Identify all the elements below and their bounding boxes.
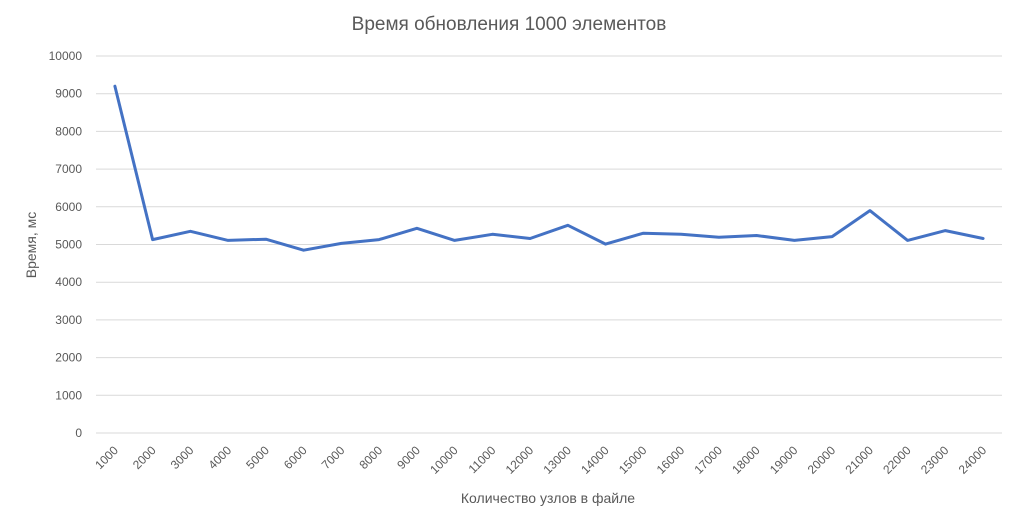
y-tick-label: 10000 [49, 49, 83, 63]
y-tick-label: 5000 [55, 238, 82, 252]
data-point [113, 85, 116, 88]
data-point [378, 238, 381, 241]
y-tick-label: 7000 [55, 162, 82, 176]
data-point [566, 224, 569, 227]
data-point [529, 237, 532, 240]
x-tick-label: 5000 [243, 443, 272, 472]
x-tick-label: 10000 [427, 443, 461, 477]
x-tick-label: 14000 [578, 443, 612, 477]
x-tick-label: 3000 [168, 443, 197, 472]
data-point [944, 229, 947, 232]
x-tick-label: 9000 [394, 443, 423, 472]
data-point [680, 233, 683, 236]
data-point [642, 232, 645, 235]
x-tick-label: 16000 [654, 443, 688, 477]
series-line [113, 84, 985, 252]
gridlines [96, 55, 1002, 434]
x-tick-label: 23000 [918, 443, 952, 477]
x-axis-title: Количество узлов в файле [461, 490, 635, 506]
x-tick-label: 13000 [540, 443, 574, 477]
y-tick-label: 3000 [55, 313, 82, 327]
y-axis-ticks: 0 1000 2000 3000 4000 5000 6000 7000 8000 9000 100… [49, 49, 83, 440]
x-tick-label: 8000 [356, 443, 385, 472]
data-point [868, 209, 871, 212]
x-tick-label: 17000 [691, 443, 725, 477]
data-point [415, 227, 418, 230]
x-tick-label: 22000 [880, 443, 914, 477]
data-point [227, 239, 230, 242]
x-tick-label: 11000 [466, 443, 499, 476]
y-tick-label: 9000 [55, 87, 82, 101]
x-tick-label: 15000 [616, 443, 650, 477]
x-tick-label: 24000 [956, 443, 990, 477]
data-point [189, 230, 192, 233]
x-tick-label: 12000 [503, 443, 537, 477]
x-axis-ticks: 1000 2000 3000 4000 5000 6000 7000 8000 9000 1000… [92, 443, 989, 477]
data-point [302, 249, 305, 252]
y-tick-label: 6000 [55, 200, 82, 214]
x-tick-label: 2000 [130, 443, 159, 472]
series-layer [113, 84, 985, 252]
x-tick-label: 6000 [281, 443, 310, 472]
y-tick-label: 4000 [55, 275, 82, 289]
y-tick-label: 2000 [55, 351, 82, 365]
x-tick-label: 4000 [205, 443, 234, 472]
data-point [151, 238, 154, 241]
x-tick-label: 7000 [319, 443, 348, 472]
x-tick-label: 21000 [842, 443, 876, 477]
x-tick-label: 1000 [92, 443, 121, 472]
chart-title: Время обновления 1000 элементов [352, 14, 667, 35]
data-point [831, 235, 834, 238]
data-point [264, 238, 267, 241]
data-point [453, 239, 456, 242]
x-tick-label: 20000 [805, 443, 839, 477]
data-point [755, 234, 758, 237]
y-tick-label: 1000 [55, 388, 82, 402]
data-point [793, 239, 796, 242]
data-point [604, 243, 607, 246]
x-tick-label: 19000 [767, 443, 801, 477]
y-axis-title: Время, мс [23, 212, 39, 279]
data-point [982, 237, 985, 240]
y-tick-label: 0 [75, 426, 82, 440]
data-point [906, 239, 909, 242]
x-tick-label: 18000 [729, 443, 763, 477]
data-point [491, 233, 494, 236]
y-tick-label: 8000 [55, 124, 82, 138]
data-point [340, 242, 343, 245]
data-point [717, 236, 720, 239]
